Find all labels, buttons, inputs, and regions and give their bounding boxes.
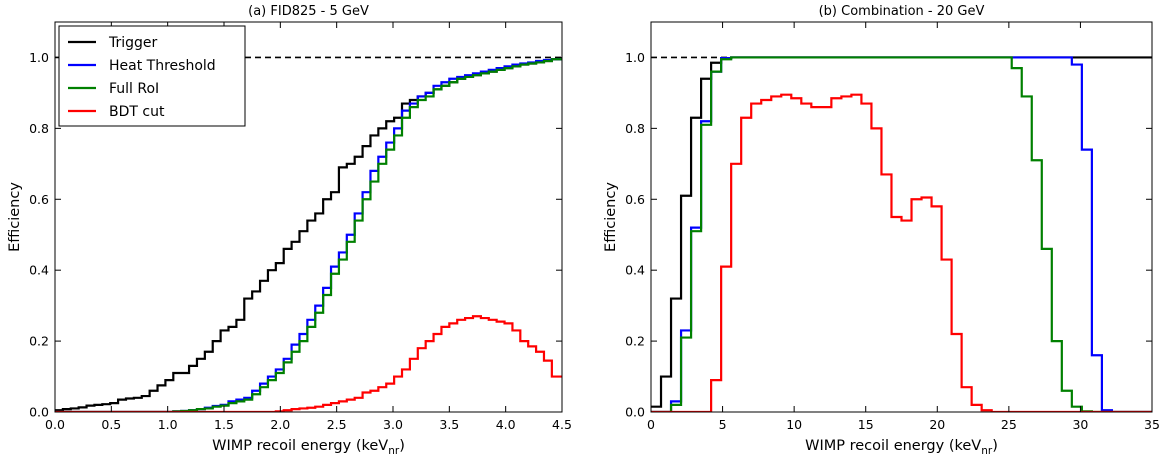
y-tick-label: 0.2 bbox=[625, 334, 645, 349]
x-tick-label: 2.5 bbox=[327, 417, 347, 432]
x-axis-label-main: WIMP recoil energy (keV bbox=[805, 438, 981, 454]
chart-title: (a) FID825 - 5 GeV bbox=[248, 4, 369, 19]
series-line-full-roi bbox=[651, 56, 1152, 412]
y-tick-label: 0.4 bbox=[29, 263, 49, 278]
legend-label: Heat Threshold bbox=[109, 58, 216, 74]
chart-panel-a: (a) FID825 - 5 GeV 0.0 0.5 1.0 1.5 2.0 2.5 3.0 3… bbox=[7, 4, 572, 457]
x-axis-label-subscript: nr bbox=[981, 445, 993, 457]
chart-panel-b: (b) Combination - 20 GeV 0 5 10 15 20 25 30 35 0.… bbox=[603, 4, 1160, 457]
y-tick-label: 1.0 bbox=[625, 50, 645, 65]
legend: Trigger Heat Threshold Full RoI BDT cut bbox=[58, 25, 246, 127]
x-tick-label: 0 bbox=[647, 417, 655, 432]
x-tick-label: 30 bbox=[1072, 417, 1088, 432]
y-tick-label: 0.4 bbox=[625, 263, 645, 278]
y-tick-label: 0.6 bbox=[29, 192, 49, 207]
legend-label: Full RoI bbox=[109, 81, 159, 97]
y-axis-label: Efficiency bbox=[603, 182, 619, 252]
legend-label: BDT cut bbox=[109, 104, 165, 120]
x-tick-label: 10 bbox=[786, 417, 802, 432]
plot-frame bbox=[54, 21, 563, 413]
x-tick-label: 20 bbox=[929, 417, 945, 432]
y-tick-label: 0.0 bbox=[29, 405, 49, 420]
plot-frame bbox=[650, 21, 1153, 413]
x-axis-label-close: ) bbox=[399, 438, 405, 454]
legend-label: Trigger bbox=[108, 35, 158, 51]
x-tick-label: 25 bbox=[1001, 417, 1017, 432]
x-axis-label-subscript: nr bbox=[388, 445, 400, 457]
x-tick-label: 5 bbox=[719, 417, 727, 432]
y-axis-label: Efficiency bbox=[7, 182, 23, 252]
y-tick-label: 0.6 bbox=[625, 192, 645, 207]
x-tick-label: 35 bbox=[1144, 417, 1160, 432]
x-axis-label: WIMP recoil energy (keVnr) bbox=[212, 438, 405, 457]
x-tick-label: 2.0 bbox=[270, 417, 290, 432]
x-tick-label: 0.0 bbox=[45, 417, 65, 432]
x-axis-label-close: ) bbox=[992, 438, 998, 454]
y-tick-label: 0.8 bbox=[29, 121, 49, 136]
x-tick-label: 15 bbox=[858, 417, 874, 432]
x-tick-label: 0.5 bbox=[101, 417, 121, 432]
y-tick-label: 1.0 bbox=[29, 50, 49, 65]
series-line-trigger bbox=[651, 56, 1152, 408]
series-line-bdt-cut bbox=[55, 315, 562, 412]
x-axis-label-main: WIMP recoil energy (keV bbox=[212, 438, 388, 454]
x-tick-label: 3.5 bbox=[439, 417, 459, 432]
y-tick-label: 0.8 bbox=[625, 121, 645, 136]
series-line-heat-threshold bbox=[651, 56, 1152, 412]
y-tick-label: 0.0 bbox=[625, 405, 645, 420]
x-axis-label: WIMP recoil energy (keVnr) bbox=[805, 438, 998, 457]
chart-title: (b) Combination - 20 GeV bbox=[819, 4, 985, 19]
x-tick-label: 3.0 bbox=[383, 417, 403, 432]
x-tick-label: 1.5 bbox=[214, 417, 234, 432]
series-line-bdt-cut bbox=[651, 93, 1152, 412]
x-tick-label: 1.0 bbox=[158, 417, 178, 432]
x-tick-label: 4.5 bbox=[552, 417, 572, 432]
x-tick-label: 4.0 bbox=[496, 417, 516, 432]
y-tick-label: 0.2 bbox=[29, 334, 49, 349]
